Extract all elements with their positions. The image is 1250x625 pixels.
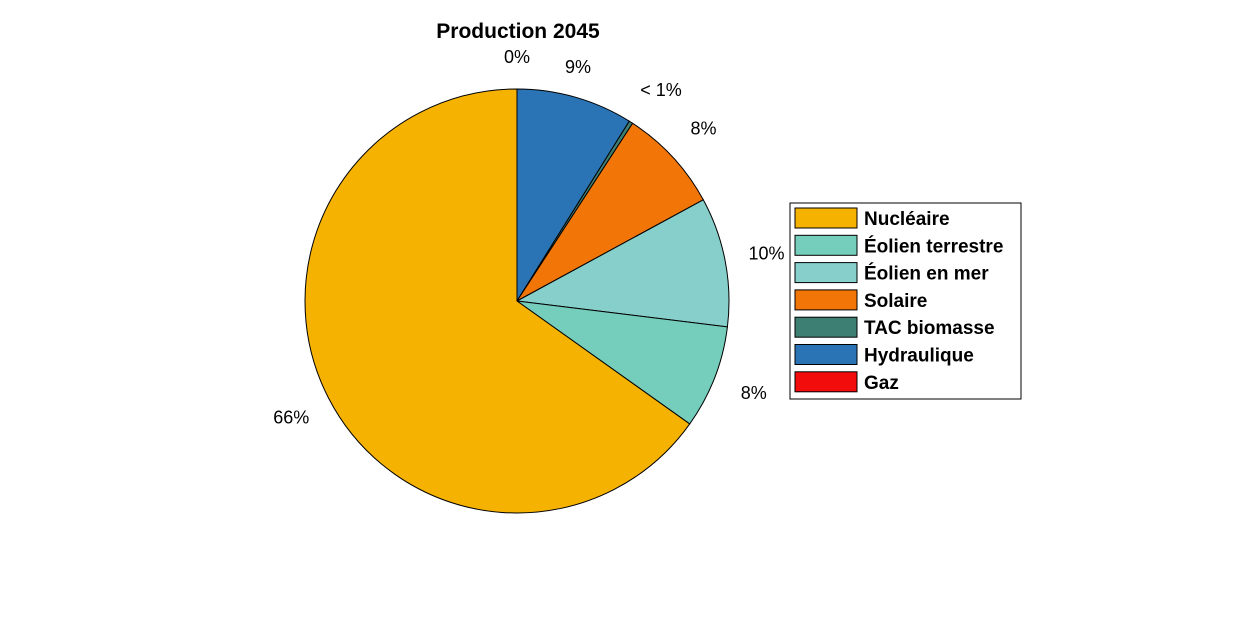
pct-label-6: 0% bbox=[504, 47, 530, 67]
pct-label-4: < 1% bbox=[640, 80, 682, 100]
chart-title: Production 2045 bbox=[436, 20, 600, 43]
legend-swatch-2 bbox=[794, 262, 858, 284]
pct-label-5: 9% bbox=[565, 57, 591, 77]
legend-swatch-6 bbox=[794, 371, 858, 393]
pct-label-0: 66% bbox=[273, 407, 309, 427]
pct-label-3: 8% bbox=[691, 119, 717, 139]
pct-label-1: 8% bbox=[741, 383, 767, 403]
percentage-labels: 0% 9% < 1% 8% 10% 8% 66% bbox=[273, 47, 784, 427]
slice-1 bbox=[516, 300, 728, 425]
slice-3 bbox=[516, 122, 704, 302]
legend: Nucléaire Éolien terrestre Éolien en mer So… bbox=[789, 202, 1022, 400]
legend-label-3: Solaire bbox=[864, 291, 927, 312]
legend-swatch-1 bbox=[794, 234, 858, 256]
legend-label-0: Nucléaire bbox=[864, 209, 950, 230]
slice-2 bbox=[515, 199, 730, 328]
legend-label-4: TAC biomasse bbox=[864, 318, 995, 339]
legend-swatch-4 bbox=[794, 316, 858, 338]
slice-5 bbox=[516, 88, 630, 303]
legend-label-5: Hydraulique bbox=[864, 346, 974, 367]
legend-swatch-5 bbox=[794, 344, 858, 365]
legend-label-1: Éolien terrestre bbox=[864, 235, 1003, 257]
legend-swatch-0 bbox=[794, 207, 858, 229]
pct-label-2: 10% bbox=[749, 244, 785, 264]
pie-slices bbox=[304, 88, 730, 514]
legend-label-2: Éolien en mer bbox=[864, 263, 989, 285]
slice-0 bbox=[304, 88, 691, 514]
legend-label-6: Gaz bbox=[864, 373, 899, 394]
legend-swatch-3 bbox=[794, 289, 858, 311]
